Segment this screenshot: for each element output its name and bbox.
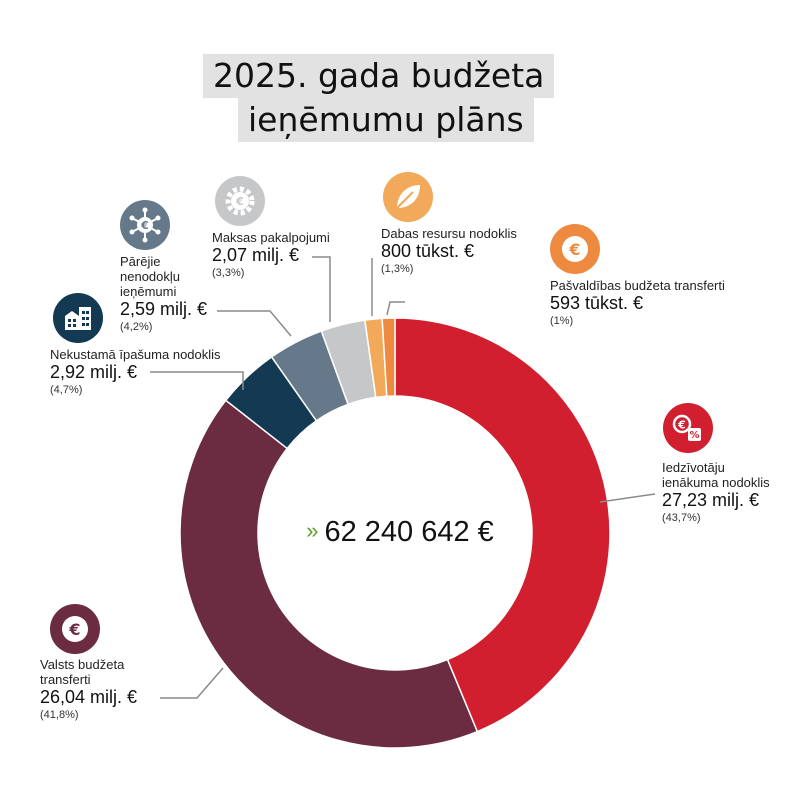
label-pni-percent: (4,2%) <box>120 321 153 333</box>
leader-line-pni <box>217 310 292 337</box>
label-drn-name: Dabas resursu nodoklis <box>381 226 517 241</box>
leader-line-vbt <box>160 667 224 699</box>
label-vbt-name-2: transferti <box>40 672 91 687</box>
label-drn-value: 800 tūkst. € <box>381 241 475 261</box>
label-iin-percent: (43,7%) <box>662 512 701 524</box>
leader-line-iin <box>599 493 656 503</box>
label-pbt-percent: (1%) <box>550 315 574 327</box>
euro-coin-icon: € <box>50 604 100 654</box>
label-vbt: Valsts budžeta transferti 26,04 milj. € … <box>40 657 137 722</box>
label-pni-value: 2,59 milj. € <box>120 299 208 319</box>
label-nin-name: Nekustamā īpašuma nodoklis <box>50 347 221 362</box>
label-mp-name: Maksas pakalpojumi <box>212 230 330 245</box>
svg-text:€: € <box>235 195 244 208</box>
label-mp-percent: (3,3%) <box>212 267 245 279</box>
label-pbt: Pašvaldības budžeta transferti 593 tūkst… <box>550 278 725 328</box>
label-vbt-percent: (41,8%) <box>40 709 79 721</box>
svg-text:%: % <box>689 430 699 441</box>
label-pni-name-3: ieņēmumi <box>120 284 177 299</box>
leader-line-pbt <box>386 301 405 316</box>
donut-slice-vbt <box>179 399 479 749</box>
label-iin: Iedzīvotāju ienākuma nodoklis 27,23 milj… <box>662 460 770 525</box>
euro-coin-icon: € <box>550 224 600 274</box>
label-nin: Nekustamā īpašuma nodoklis 2,92 milj. € … <box>50 347 221 397</box>
label-drn: Dabas resursu nodoklis 800 tūkst. € (1,3… <box>381 226 517 276</box>
buildings-icon <box>53 293 103 343</box>
svg-text:€: € <box>140 219 149 232</box>
euro-gear-icon: € <box>215 176 265 226</box>
label-iin-name-2: ienākuma nodoklis <box>662 475 770 490</box>
label-drn-percent: (1,3%) <box>381 263 414 275</box>
label-pbt-name: Pašvaldības budžeta transferti <box>550 278 725 293</box>
chart-title-line-2: ieņēmumu plāns <box>238 98 534 142</box>
label-iin-name-1: Iedzīvotāju <box>662 460 725 475</box>
label-vbt-value: 26,04 milj. € <box>40 687 138 707</box>
leader-line-nin <box>150 371 244 390</box>
label-pni-name-1: Pārējie <box>120 254 161 269</box>
label-nin-value: 2,92 milj. € <box>50 362 138 382</box>
donut-slice-iin <box>394 317 611 733</box>
double-chevron-down-icon: » <box>306 518 319 543</box>
label-mp: Maksas pakalpojumi 2,07 milj. € (3,3%) <box>212 230 330 280</box>
leader-line-mp <box>312 256 331 322</box>
label-iin-value: 27,23 milj. € <box>662 490 760 510</box>
svg-text:€: € <box>68 620 80 639</box>
svg-text:€: € <box>568 240 580 259</box>
total-amount: » 62 240 642 € <box>280 512 520 551</box>
label-pni-name-2: nenodokļu <box>120 269 180 284</box>
label-vbt-name-1: Valsts budžeta <box>40 657 125 672</box>
label-pbt-value: 593 tūkst. € <box>550 293 644 313</box>
euro-network-icon: € <box>120 200 170 250</box>
label-pni: Pārējie nenodokļu ieņēmumi 2,59 milj. € … <box>120 254 207 334</box>
total-amount-value: 62 240 642 € <box>324 516 494 548</box>
donut-slice-pbt <box>381 317 396 398</box>
leaf-icon <box>383 172 433 222</box>
label-mp-value: 2,07 milj. € <box>212 245 300 265</box>
svg-text:€: € <box>677 419 686 432</box>
euro-percent-icon: €% <box>663 403 713 453</box>
label-nin-percent: (4,7%) <box>50 384 83 396</box>
chart-title-line-1: 2025. gada budžeta <box>203 54 555 98</box>
